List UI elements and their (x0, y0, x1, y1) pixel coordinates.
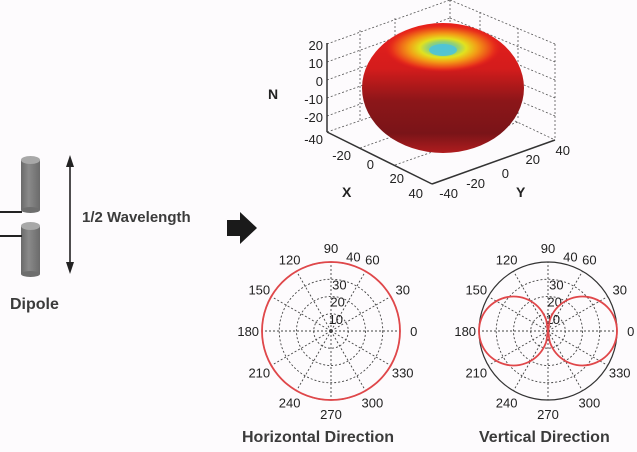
angle-tick-label: 300 (362, 396, 384, 411)
radius-tick-label: 20 (547, 295, 561, 310)
grid-spoke (488, 296, 549, 332)
angle-tick-label: 30 (395, 283, 409, 298)
grid-spoke (330, 271, 366, 332)
right-arrow-icon (227, 212, 257, 244)
y-tick: 0 (502, 166, 509, 181)
length-double-arrow (66, 155, 74, 274)
angle-tick-label: 270 (320, 407, 342, 422)
z-tick: 20 (309, 38, 323, 53)
dipole-label: Dipole (10, 296, 59, 313)
grid-spoke (547, 330, 608, 366)
wavelength-label: 1/2 Wavelength (82, 209, 191, 226)
angle-tick-label: 270 (537, 407, 559, 422)
grid-spoke (296, 330, 332, 391)
angle-tick-label: 60 (365, 252, 379, 267)
z-axis-label: N (268, 86, 278, 102)
z-tick: -10 (304, 92, 323, 107)
angle-tick-label: 0 (627, 324, 634, 339)
angle-tick-label: 330 (392, 365, 414, 380)
z-tick: 0 (316, 74, 323, 89)
radius-tick-label: 20 (330, 295, 344, 310)
radiation-pattern-curve (261, 261, 401, 401)
grid-spoke (488, 330, 549, 366)
angle-tick-label: 90 (541, 241, 555, 256)
z-tick: -40 (304, 132, 323, 147)
z-tick: 10 (309, 56, 323, 71)
lower-dipole-element (0, 222, 40, 277)
angle-tick-label: 120 (496, 252, 518, 267)
angle-tick-label: 300 (579, 396, 601, 411)
x-tick: -20 (332, 148, 351, 163)
x-axis-label: X (342, 184, 352, 200)
vertical-direction-title: Vertical Direction (479, 429, 610, 446)
y-tick: 40 (556, 143, 570, 158)
angle-tick-label: 30 (612, 283, 626, 298)
grid-spoke (547, 271, 583, 332)
grid-spoke (547, 330, 583, 391)
radiation-3d-plot: 20 10 0 -10 -20 -40 -20 0 20 40 -40 -20 … (268, 0, 570, 201)
grid-spoke (271, 296, 332, 332)
grid-spoke (547, 296, 608, 332)
x-tick: 0 (367, 157, 374, 172)
grid-ring (296, 296, 366, 366)
angle-tick-label: 150 (248, 283, 270, 298)
radiation-pattern-curve (478, 295, 618, 367)
grid-ring (513, 296, 583, 366)
x-tick: 20 (390, 171, 404, 186)
angle-tick-label: 210 (248, 365, 270, 380)
angle-tick-label: 180 (237, 324, 259, 339)
upper-dipole-element (0, 156, 40, 213)
radius-tick-label: 40 (563, 250, 577, 265)
x-tick: 40 (409, 186, 423, 201)
angle-tick-label: 60 (582, 252, 596, 267)
grid-spoke (513, 330, 549, 391)
z-tick: -20 (304, 110, 323, 125)
angle-tick-label: 180 (454, 324, 476, 339)
horizontal-direction-title: Horizontal Direction (242, 429, 395, 446)
radius-tick-label: 30 (549, 278, 563, 293)
y-tick: -20 (466, 176, 485, 191)
grid-ring (495, 278, 601, 384)
dipole-illustration (0, 155, 74, 277)
torus-pattern (362, 23, 524, 153)
angle-tick-label: 210 (465, 365, 487, 380)
angle-tick-label: 240 (279, 396, 301, 411)
grid-spoke (296, 271, 332, 332)
angle-tick-label: 120 (279, 252, 301, 267)
axes (326, 43, 556, 185)
grid-spoke (271, 330, 332, 366)
angle-tick-label: 150 (465, 283, 487, 298)
y-tick: -40 (439, 186, 458, 201)
grid-ring (278, 278, 384, 384)
grid-spoke (330, 330, 366, 391)
radius-tick-label: 30 (332, 278, 346, 293)
y-axis-label: Y (516, 184, 526, 200)
angle-tick-label: 240 (496, 396, 518, 411)
angle-tick-label: 90 (324, 241, 338, 256)
angle-tick-label: 0 (410, 324, 417, 339)
grid-spoke (330, 330, 391, 366)
grid-spoke (330, 296, 391, 332)
radius-tick-label: 10 (329, 312, 343, 327)
angle-tick-label: 330 (609, 365, 631, 380)
y-tick: 20 (526, 152, 540, 167)
radius-tick-label: 40 (346, 250, 360, 265)
grid-spoke (513, 271, 549, 332)
